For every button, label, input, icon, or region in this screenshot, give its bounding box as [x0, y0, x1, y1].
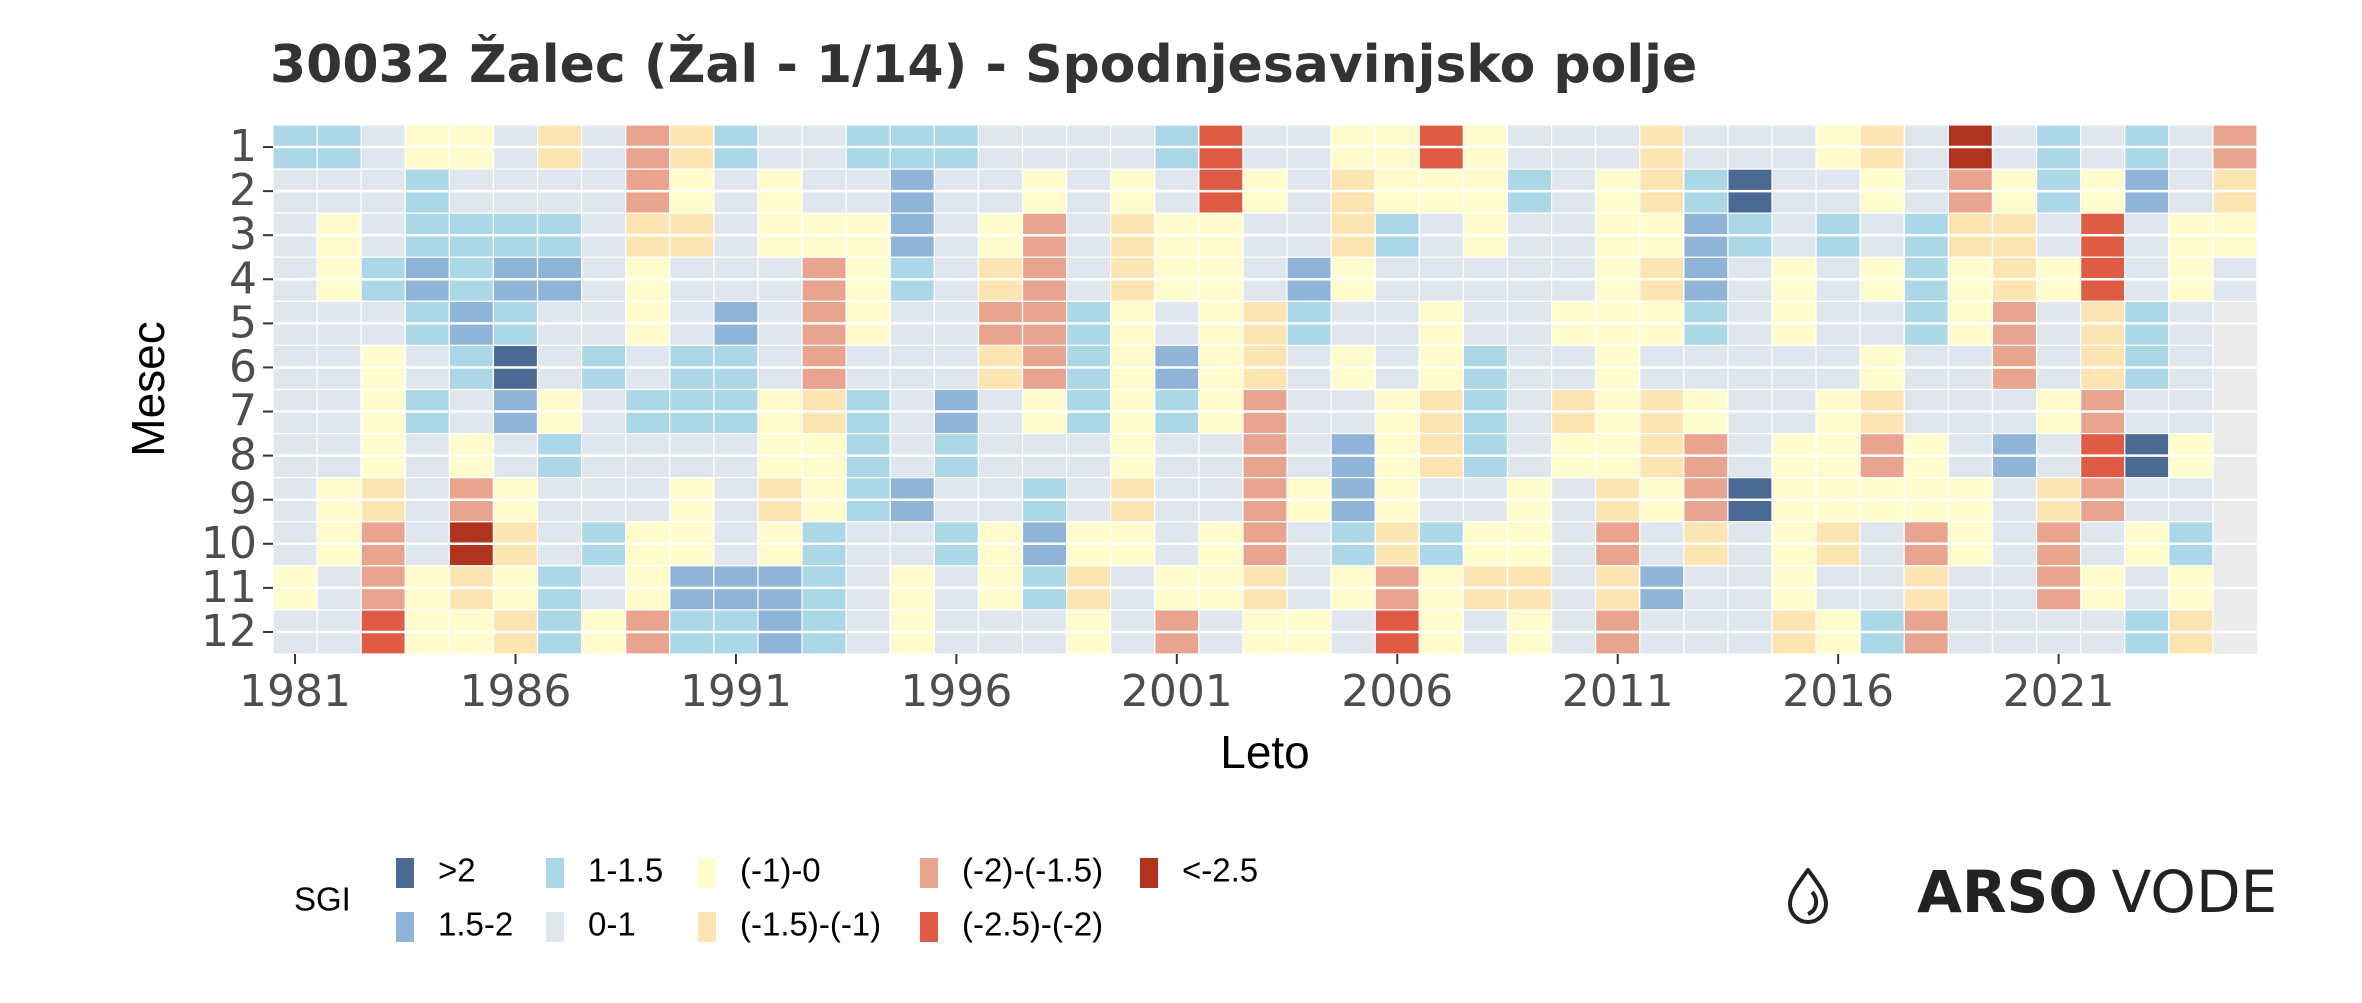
legend-key	[546, 912, 564, 942]
legend-label: 0-1	[588, 906, 636, 943]
legend-label: (-1.5)-(-1)	[740, 906, 881, 943]
x-tick-label: 2021	[2003, 666, 2115, 717]
y-tick-label: 10	[201, 518, 257, 569]
legend-key	[546, 858, 564, 888]
legend-key	[396, 912, 414, 942]
cells	[272, 124, 2258, 655]
y-tick-label: 4	[229, 253, 257, 304]
x-tick-label: 1996	[900, 666, 1012, 717]
x-tick-label: 1981	[239, 666, 351, 717]
y-tick-label: 11	[201, 562, 257, 613]
legend-label: <-2.5	[1182, 852, 1258, 889]
logo-light: VODE	[2112, 858, 2278, 926]
x-tick-label: 1986	[459, 666, 571, 717]
x-axis-title: Leto	[1220, 726, 1310, 778]
y-tick-label: 8	[229, 430, 257, 481]
x-tick-label: 1991	[680, 666, 792, 717]
y-tick-label: 1	[229, 121, 257, 172]
legend-key	[698, 912, 716, 942]
legend-label: (-2.5)-(-2)	[962, 906, 1103, 943]
legend-key	[920, 912, 938, 942]
legend-title: SGI	[294, 881, 351, 918]
y-tick-label: 9	[229, 474, 257, 525]
y-tick-label: 7	[229, 386, 257, 437]
y-axis-title: Mesec	[122, 321, 174, 456]
logo-bold: ARSO	[1917, 858, 2098, 926]
legend-key	[1140, 858, 1158, 888]
legend-label: (-1)-0	[740, 852, 821, 889]
y-tick-label: 2	[229, 165, 257, 216]
legend-label: 1-1.5	[588, 852, 663, 889]
legend-key	[396, 858, 414, 888]
logo-icon	[1788, 868, 1828, 924]
legend: >2 1.5-2 1-1.5 0-1 (-1)-0 (-1.5)-(-1) (-2)-(-1…	[396, 852, 1258, 943]
y-tick-label: 12	[201, 606, 257, 657]
legend-key	[920, 858, 938, 888]
legend-label: >2	[438, 852, 476, 889]
x-tick-label: 2006	[1341, 666, 1453, 717]
x-tick-label: 2001	[1121, 666, 1233, 717]
y-tick-label: 3	[229, 209, 257, 260]
y-tick-label: 5	[229, 297, 257, 348]
logo-text: ARSO VODE	[1917, 858, 2277, 926]
y-tick-label: 6	[229, 341, 257, 392]
chart-title: 30032 Žalec (Žal - 1/14) - Spodnjesavinj…	[270, 34, 1697, 95]
logo: ARSO VODE	[1788, 858, 2277, 926]
x-tick-label: 2016	[1782, 666, 1894, 717]
legend-label: 1.5-2	[438, 906, 513, 943]
legend-key	[698, 858, 716, 888]
legend-label: (-2)-(-1.5)	[962, 852, 1103, 889]
x-tick-label: 2011	[1562, 666, 1674, 717]
